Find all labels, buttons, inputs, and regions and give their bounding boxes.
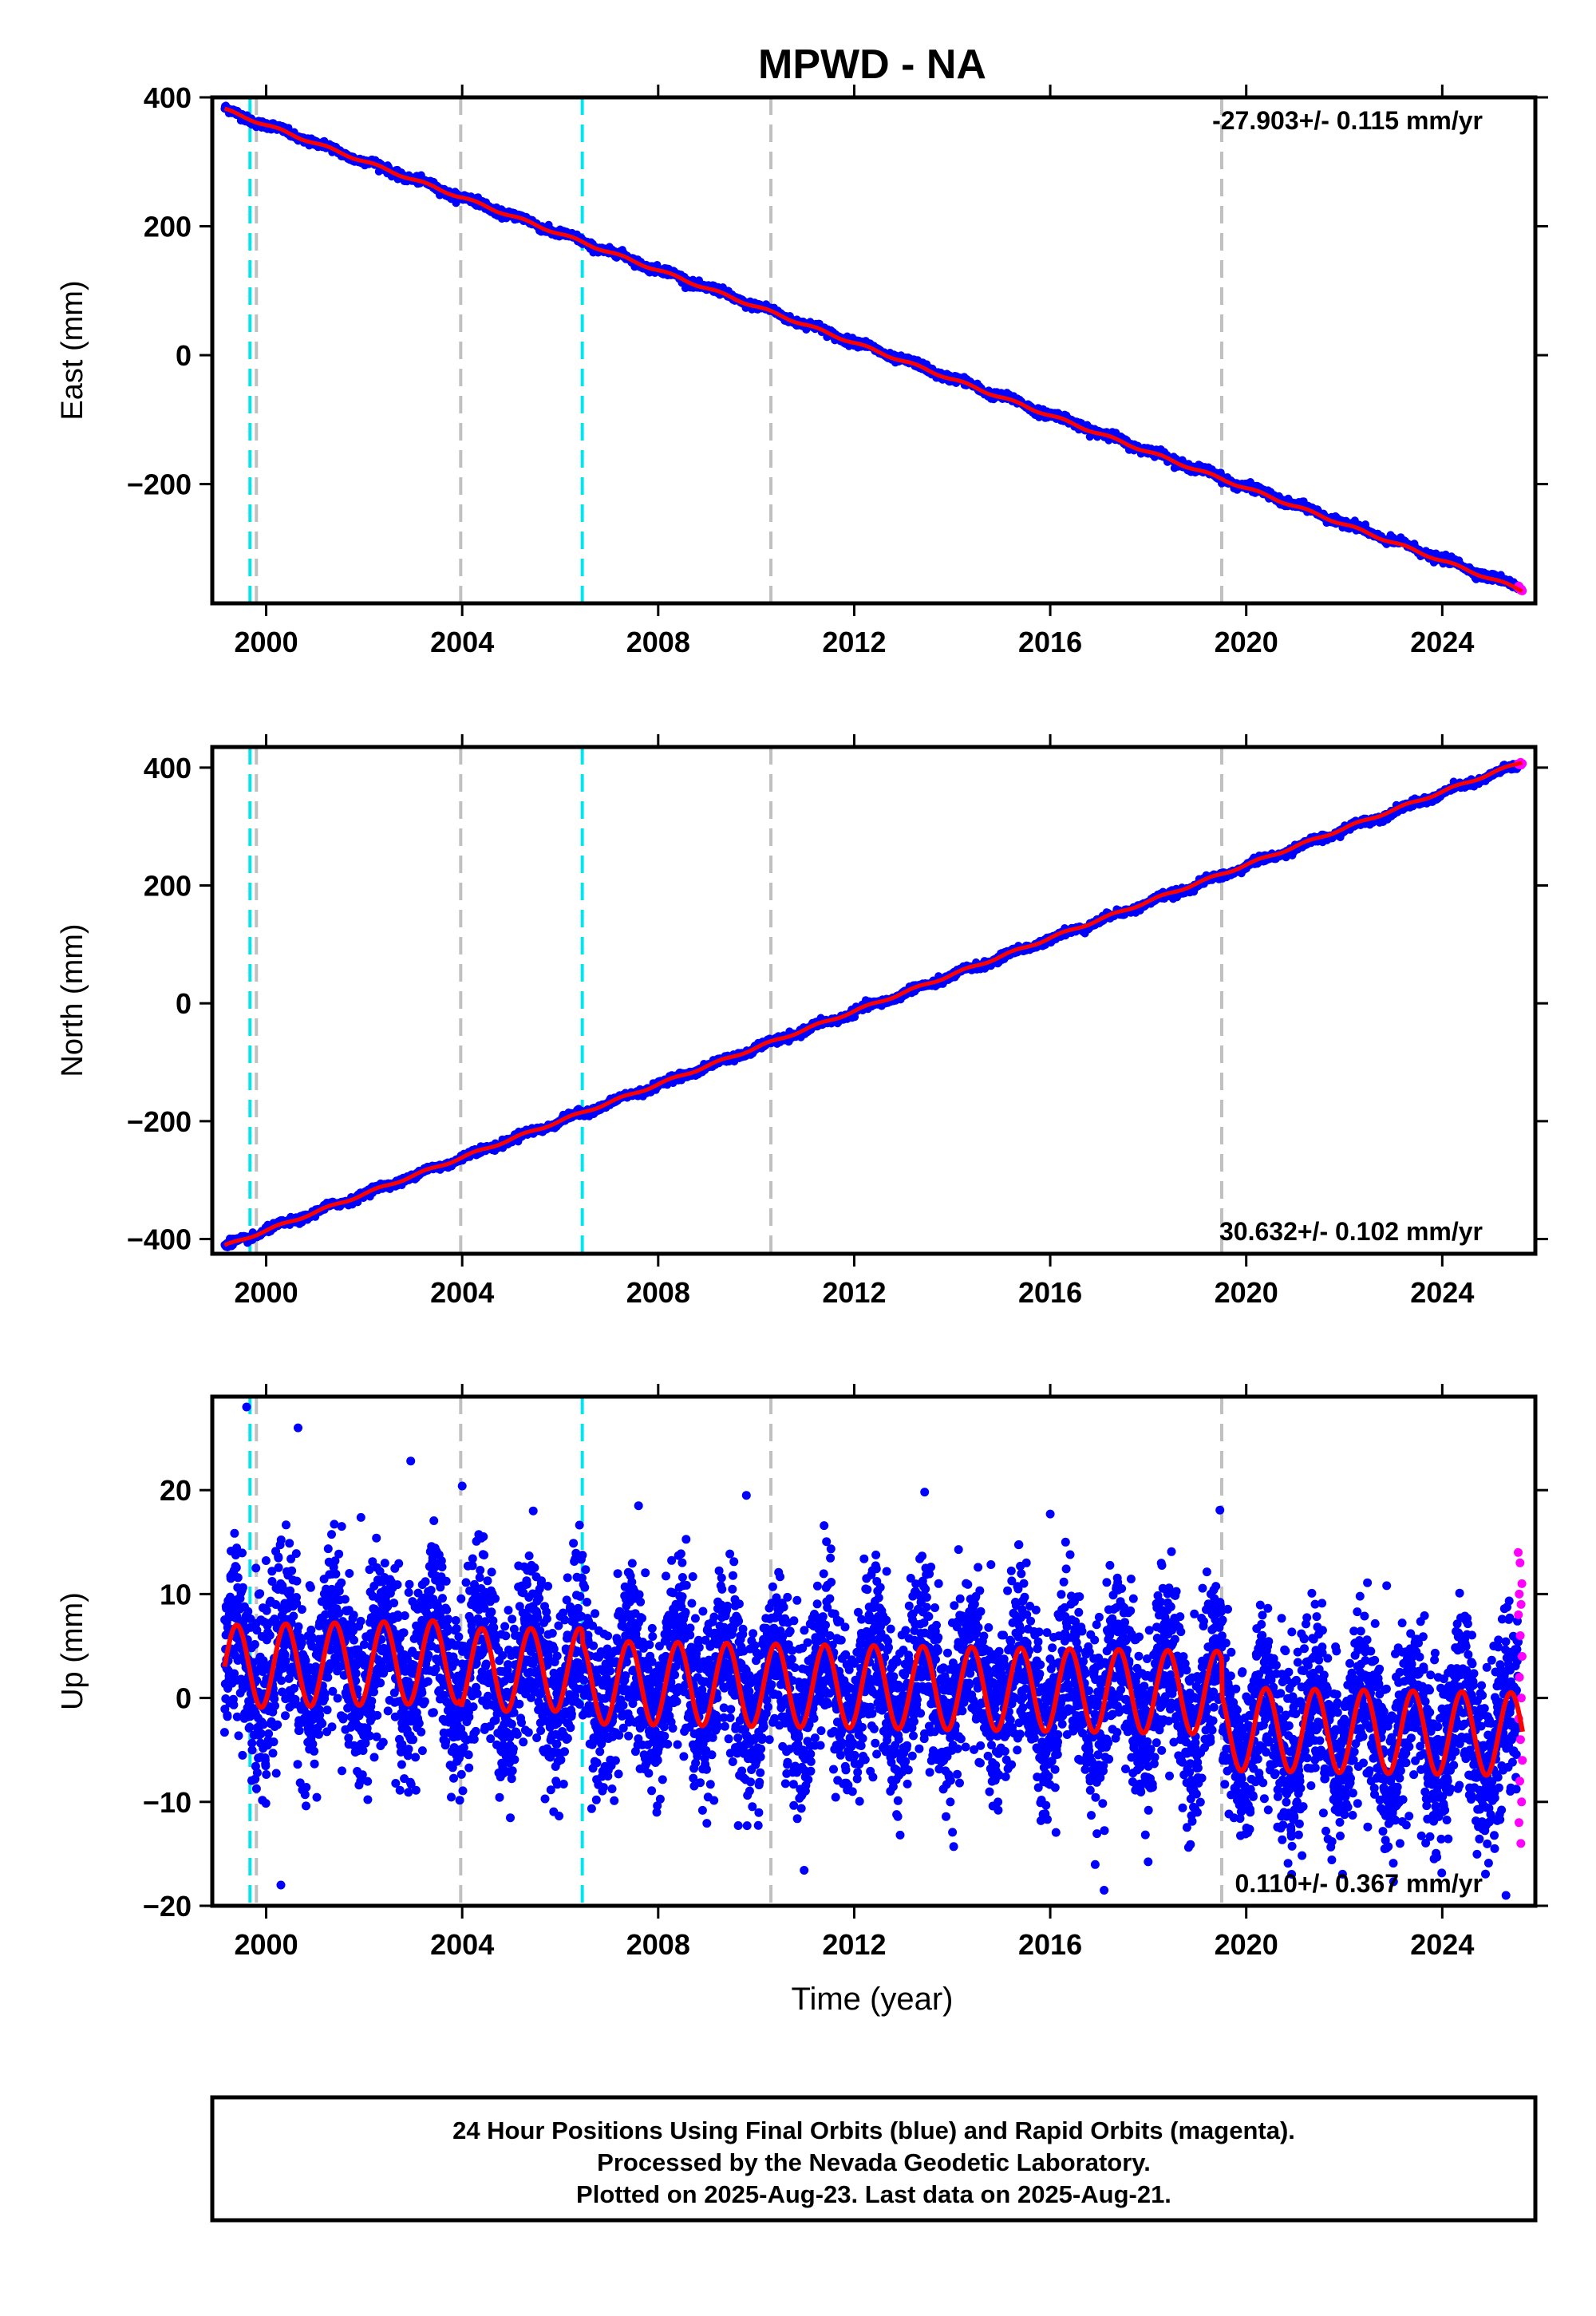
north-panel: 2000 2004 2008 2012 2016 2020 2024−400−2000200… (56, 734, 1548, 1309)
y-axis-label: East (mm) (56, 280, 89, 420)
rate-label: -27.903+/- 0.115 mm/yr (1212, 106, 1483, 135)
x-tick-label: 2016 (1018, 626, 1082, 658)
y-tick-label: 400 (144, 81, 192, 114)
x-tick-label: 2008 (626, 626, 690, 658)
x-tick-label: 2024 (1410, 626, 1474, 658)
x-tick-label: 2012 (822, 626, 886, 658)
y-tick-label: 0 (176, 339, 192, 372)
plot-area (220, 97, 1527, 603)
east-panel: 2000 2004 2008 2012 2016 2020 2024 −200 0 200 400 E… (56, 81, 1548, 658)
x-tick-label: 2004 (430, 626, 494, 658)
x-tick-label: 2020 (1215, 626, 1278, 658)
plot-area (220, 747, 1527, 1254)
figure-title: MPWD - NA (758, 41, 986, 88)
x-tick-label: 2000 (235, 626, 298, 658)
model-fit-line (223, 106, 1523, 594)
y-tick-label: −200 (127, 468, 192, 501)
y-tick-label: 200 (144, 211, 192, 243)
